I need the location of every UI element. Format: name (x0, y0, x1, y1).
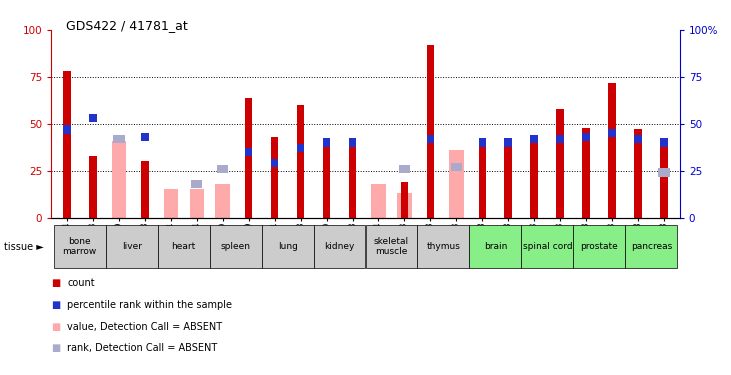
Bar (189, 189, 204, 217)
Bar (322, 142, 330, 218)
Text: liver: liver (121, 242, 142, 251)
Bar (164, 189, 178, 217)
Bar (349, 142, 357, 218)
Bar (245, 98, 252, 218)
Bar (89, 156, 96, 218)
Bar (479, 142, 486, 218)
Bar (270, 137, 279, 218)
Bar (314, 225, 366, 268)
Text: percentile rank within the sample: percentile rank within the sample (67, 300, 232, 310)
Bar (63, 71, 71, 217)
Text: GDS422 / 41781_at: GDS422 / 41781_at (66, 19, 188, 32)
Text: value, Detection Call = ABSENT: value, Detection Call = ABSENT (67, 322, 222, 332)
Bar (349, 138, 357, 147)
Bar (191, 180, 202, 188)
Bar (608, 129, 616, 137)
Bar (417, 225, 469, 268)
Bar (141, 161, 148, 218)
Bar (660, 142, 668, 218)
Bar (270, 159, 279, 167)
Text: ■: ■ (51, 278, 61, 288)
Text: tissue ►: tissue ► (4, 242, 43, 252)
Bar (531, 135, 538, 143)
Text: prostate: prostate (580, 242, 618, 251)
Bar (210, 225, 262, 268)
Bar (322, 138, 330, 147)
Bar (297, 144, 304, 152)
Bar (297, 105, 304, 218)
Bar (245, 148, 252, 156)
Bar (63, 125, 71, 134)
Bar (479, 138, 486, 147)
Text: ■: ■ (51, 344, 61, 353)
Bar (635, 135, 642, 143)
Text: skeletal
muscle: skeletal muscle (374, 237, 409, 256)
Bar (556, 135, 564, 143)
Bar (450, 150, 463, 217)
Text: rank, Detection Call = ABSENT: rank, Detection Call = ABSENT (67, 344, 218, 353)
Bar (216, 184, 230, 218)
Text: heart: heart (172, 242, 196, 251)
Text: spleen: spleen (221, 242, 251, 251)
Bar (112, 141, 126, 218)
Bar (469, 225, 521, 268)
Bar (659, 168, 670, 177)
Bar (158, 225, 210, 268)
Bar (504, 142, 512, 218)
Text: bone
marrow: bone marrow (63, 237, 97, 256)
Bar (521, 225, 573, 268)
Bar (141, 133, 148, 141)
Text: thymus: thymus (426, 242, 461, 251)
Text: count: count (67, 278, 95, 288)
Text: kidney: kidney (325, 242, 355, 251)
Bar (217, 165, 229, 173)
Bar (427, 135, 434, 143)
Bar (450, 163, 462, 171)
Bar (113, 135, 124, 143)
Bar (398, 193, 412, 217)
Bar (573, 225, 625, 268)
Bar (106, 225, 158, 268)
Bar (54, 225, 106, 268)
Bar (583, 128, 590, 218)
Bar (660, 138, 668, 147)
Bar (608, 82, 616, 218)
Text: pancreas: pancreas (631, 242, 672, 251)
Text: lung: lung (278, 242, 298, 251)
Bar (371, 184, 386, 218)
Bar (427, 45, 434, 218)
Bar (583, 133, 590, 141)
Bar (531, 142, 538, 218)
Text: ■: ■ (51, 300, 61, 310)
Bar (635, 129, 642, 218)
Bar (398, 165, 410, 173)
Bar (556, 109, 564, 217)
Bar (366, 225, 417, 268)
Bar (89, 114, 96, 122)
Text: brain: brain (484, 242, 507, 251)
Bar (625, 225, 677, 268)
Bar (504, 138, 512, 147)
Text: ■: ■ (51, 322, 61, 332)
Bar (401, 182, 409, 218)
Bar (262, 225, 314, 268)
Text: spinal cord: spinal cord (523, 242, 572, 251)
